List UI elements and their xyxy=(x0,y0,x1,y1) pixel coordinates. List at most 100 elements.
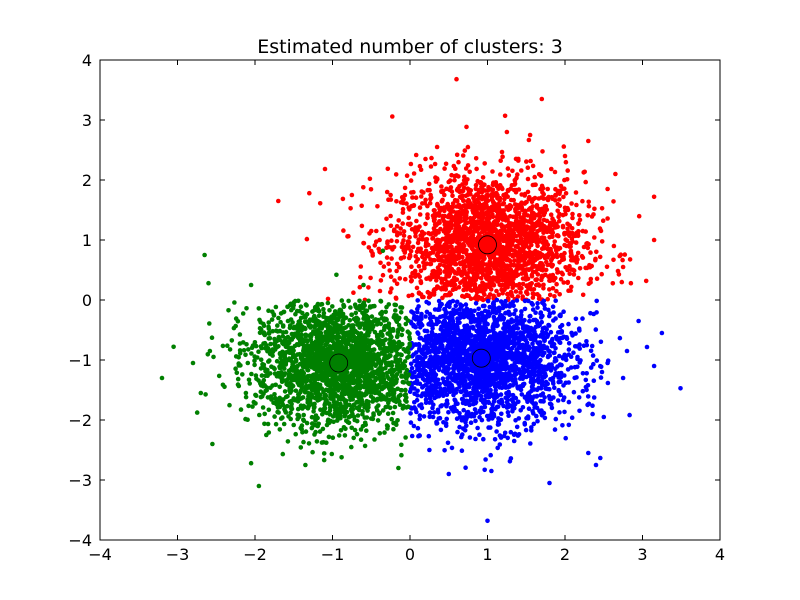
data-point xyxy=(412,268,418,274)
data-point xyxy=(433,246,439,252)
data-point xyxy=(552,294,557,299)
data-point xyxy=(581,170,586,175)
data-point xyxy=(562,409,567,415)
data-point xyxy=(540,235,545,240)
data-point xyxy=(577,360,582,365)
data-point xyxy=(505,321,511,327)
data-point xyxy=(479,189,485,195)
data-point xyxy=(503,224,508,230)
data-point xyxy=(593,462,599,468)
data-point xyxy=(553,358,559,363)
data-point xyxy=(396,218,402,223)
data-point xyxy=(409,264,414,270)
data-point xyxy=(460,153,466,158)
data-point xyxy=(500,340,506,346)
data-point xyxy=(497,442,503,447)
data-point xyxy=(651,363,657,369)
data-point xyxy=(539,96,545,102)
data-point xyxy=(408,161,414,167)
data-point xyxy=(489,468,494,474)
data-point xyxy=(426,390,432,396)
data-point xyxy=(441,188,446,194)
data-point xyxy=(418,167,424,172)
data-point xyxy=(418,292,424,297)
data-point xyxy=(485,399,491,405)
data-point xyxy=(361,240,366,246)
data-point xyxy=(517,232,523,237)
data-point xyxy=(438,314,443,320)
data-point xyxy=(505,242,510,248)
data-point xyxy=(598,375,604,380)
data-point xyxy=(468,361,474,367)
data-point xyxy=(465,410,470,415)
data-point xyxy=(566,288,571,294)
data-point xyxy=(373,239,379,244)
data-point xyxy=(519,309,524,314)
data-point xyxy=(619,279,625,285)
data-point xyxy=(490,169,495,174)
data-point xyxy=(534,393,540,399)
data-point xyxy=(440,368,446,374)
data-point xyxy=(468,420,474,426)
data-point xyxy=(555,208,560,214)
data-point xyxy=(432,161,438,167)
data-point xyxy=(421,414,427,419)
data-point xyxy=(557,218,562,224)
data-point xyxy=(410,244,416,250)
data-point xyxy=(460,432,465,437)
data-point xyxy=(464,293,470,299)
data-point xyxy=(522,395,528,400)
data-point xyxy=(522,218,527,224)
data-point xyxy=(442,254,448,259)
data-point xyxy=(394,239,400,244)
data-point xyxy=(580,228,586,234)
data-point xyxy=(384,189,390,195)
data-point xyxy=(525,176,531,182)
data-point xyxy=(446,239,451,244)
data-point xyxy=(467,169,473,175)
data-point xyxy=(463,465,468,471)
data-point xyxy=(432,217,437,222)
data-point xyxy=(510,214,516,220)
data-point xyxy=(491,181,496,186)
data-point xyxy=(563,211,568,217)
data-point xyxy=(465,340,470,345)
data-point xyxy=(535,243,540,249)
data-point xyxy=(461,185,467,191)
data-point xyxy=(425,203,430,209)
data-point xyxy=(569,284,574,290)
data-point xyxy=(415,298,421,303)
data-point xyxy=(423,334,429,340)
data-point xyxy=(499,236,505,241)
data-point xyxy=(569,415,575,421)
data-point xyxy=(531,317,536,323)
data-point xyxy=(617,253,622,259)
data-point xyxy=(444,243,449,248)
data-point xyxy=(545,197,551,203)
data-point xyxy=(555,330,561,335)
data-point xyxy=(473,418,478,424)
data-point xyxy=(532,174,537,180)
data-point xyxy=(456,174,461,179)
data-point xyxy=(495,404,501,410)
data-point xyxy=(455,319,461,325)
data-point xyxy=(588,365,594,370)
data-point xyxy=(415,388,420,394)
data-point xyxy=(449,266,455,272)
data-point xyxy=(562,373,567,378)
data-point xyxy=(519,226,524,232)
data-point xyxy=(531,401,536,407)
data-point xyxy=(207,321,212,326)
data-point xyxy=(523,200,528,205)
data-point xyxy=(441,263,447,268)
data-point xyxy=(534,282,539,288)
data-point xyxy=(459,273,465,278)
data-point xyxy=(512,270,518,275)
data-point xyxy=(486,425,491,430)
data-point xyxy=(589,263,594,269)
data-point xyxy=(378,260,383,266)
data-point xyxy=(502,196,507,202)
data-point xyxy=(541,286,546,291)
data-point xyxy=(593,257,598,263)
data-point xyxy=(498,317,504,322)
